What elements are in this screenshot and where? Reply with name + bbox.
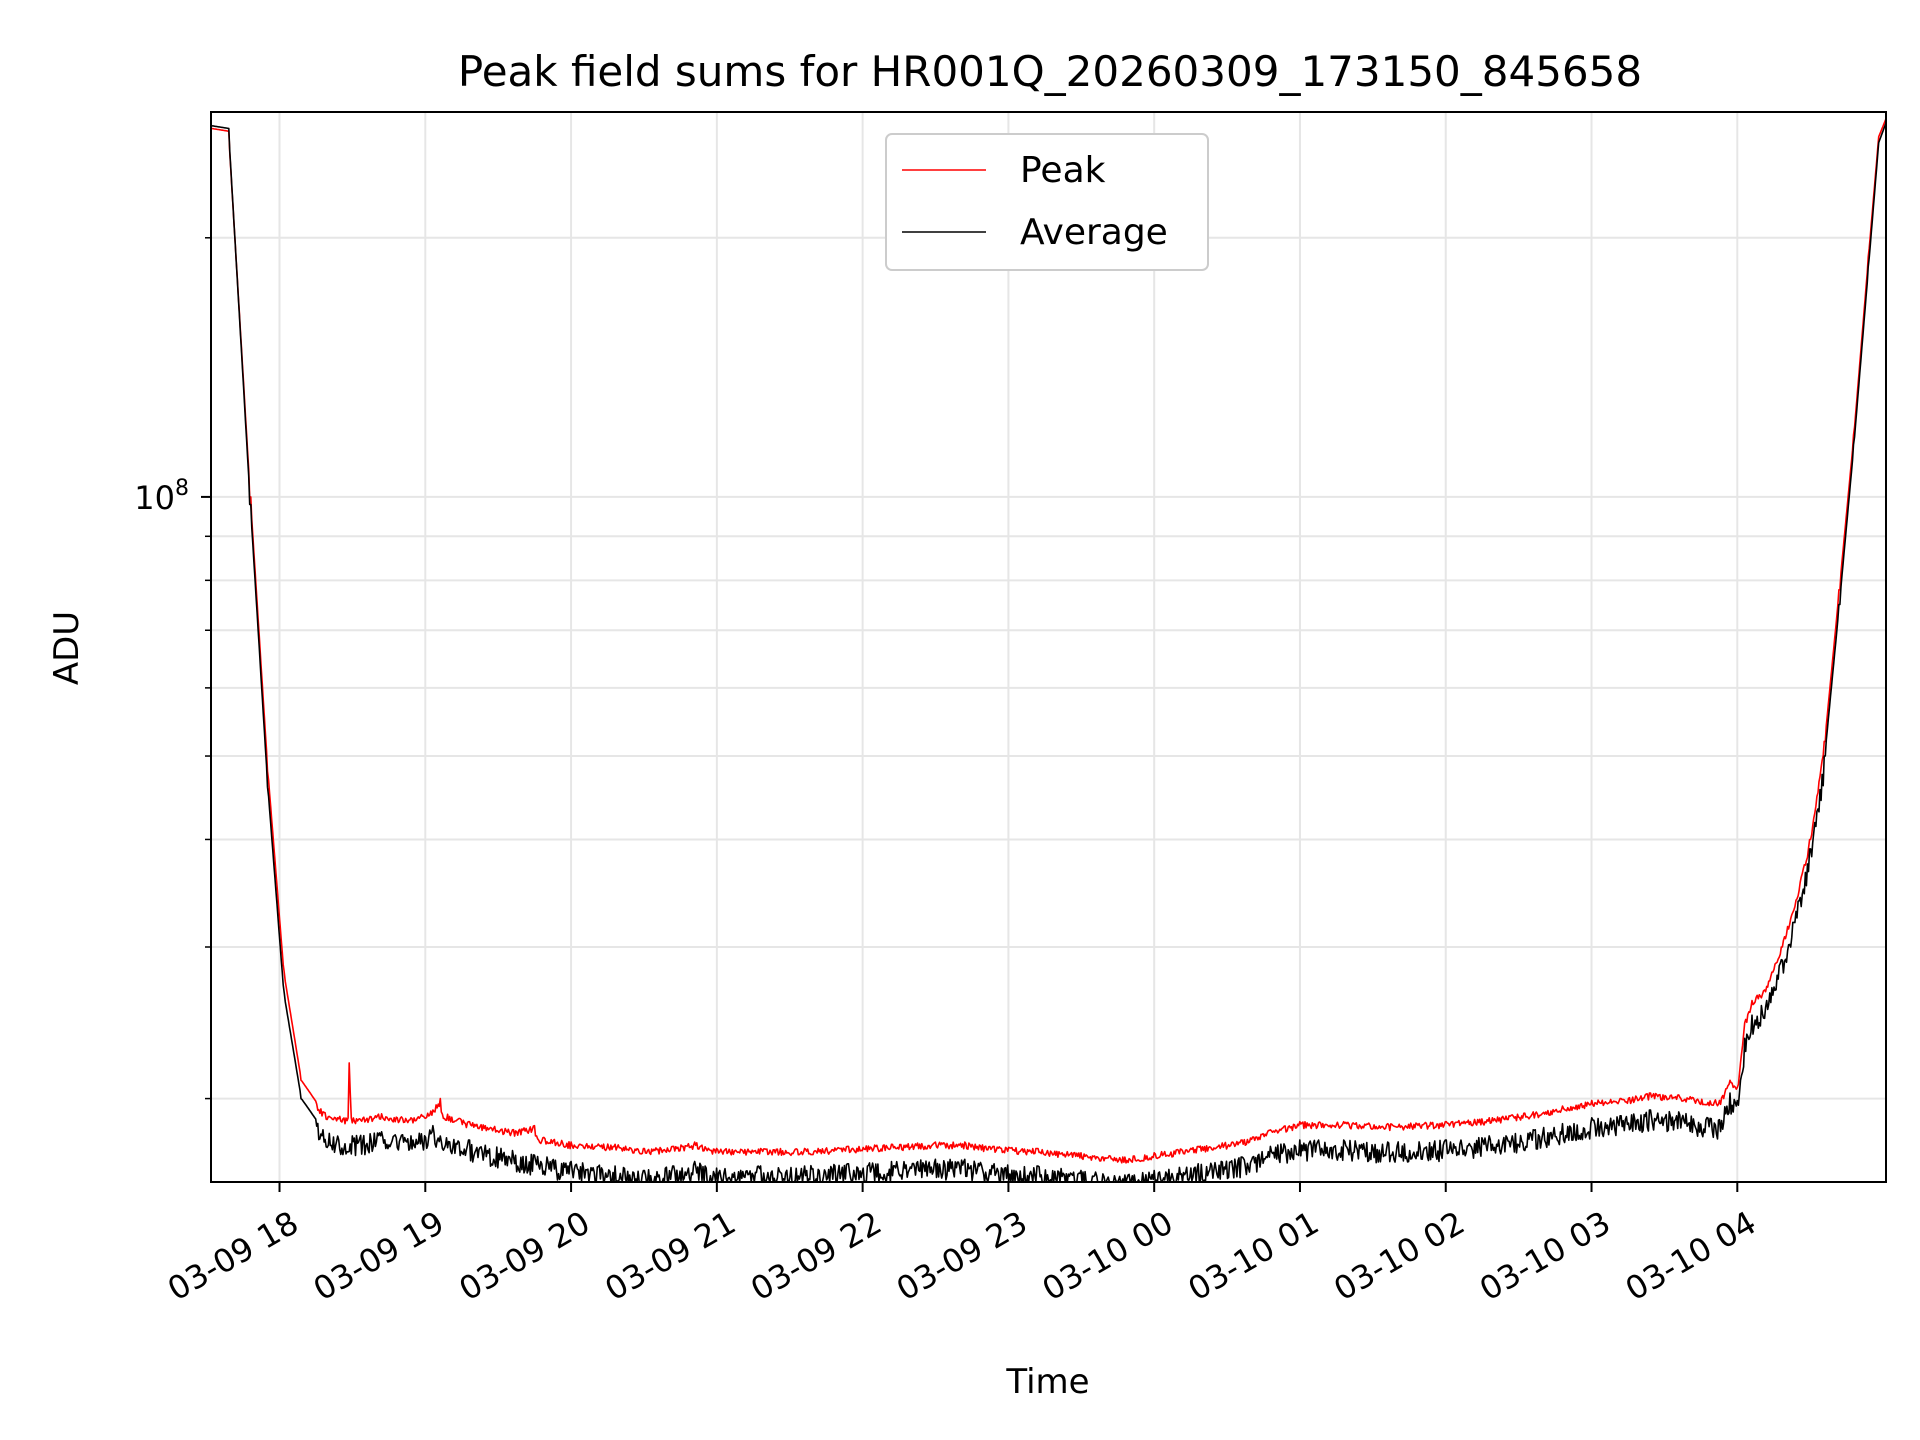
legend-average-label: Average [1020,212,1168,253]
grid [211,112,1886,1182]
series-line-peak [210,118,1887,1164]
y-axis: 108 [134,237,211,1100]
legend: Peak Average [885,133,1209,271]
y-tick-label-exponent: 8 [175,476,189,501]
y-axis-label: ADU [47,611,87,685]
chart-title: Peak field sums for HR001Q_20260309_1731… [458,47,1642,96]
x-axis-label: Time [1005,1362,1089,1402]
plot-area [211,112,1886,1182]
plot-frame [210,111,1887,1183]
series-layer [210,118,1887,1183]
legend-peak-label: Peak [1020,150,1106,191]
legend-box [885,133,1209,271]
y-tick-label-base: 10 [134,479,175,517]
y-tick-label: 108 [134,476,189,517]
series-line-average [210,122,1887,1183]
